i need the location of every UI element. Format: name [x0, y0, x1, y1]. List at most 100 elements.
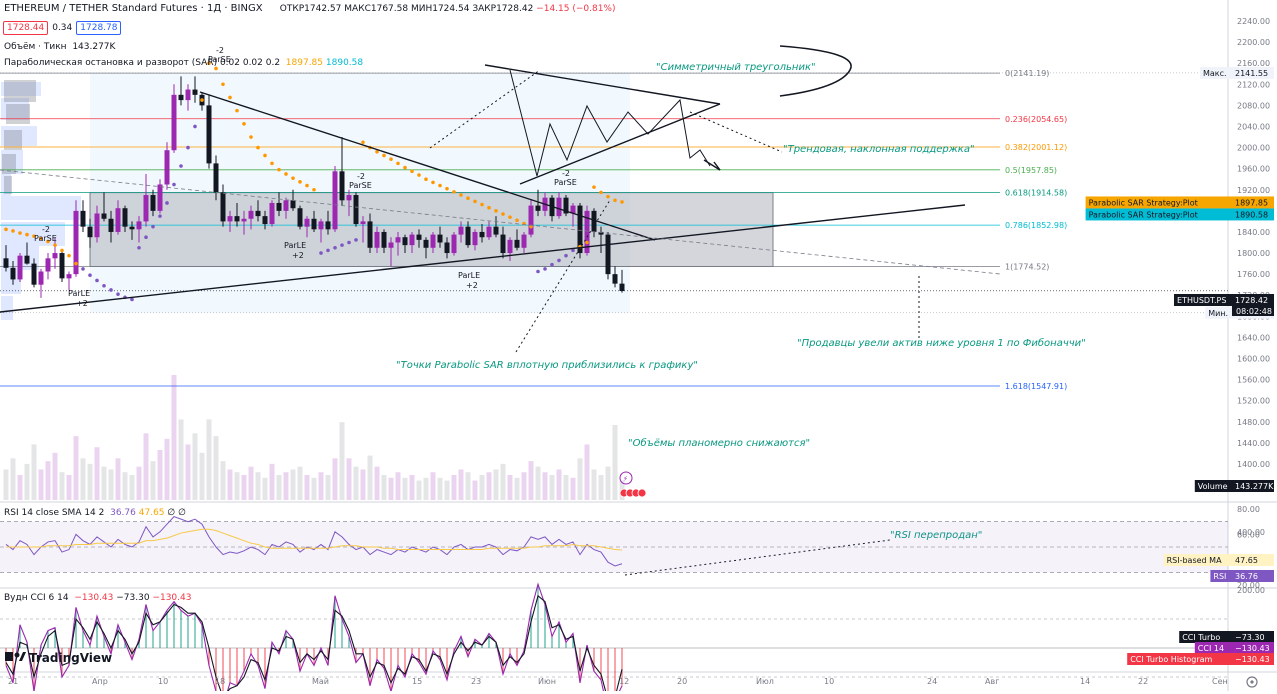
candle-body[interactable] — [500, 234, 506, 254]
candle-body[interactable] — [311, 218, 317, 230]
candle-body[interactable] — [227, 216, 233, 222]
candle-body[interactable] — [38, 271, 44, 285]
candle-body[interactable] — [353, 195, 359, 225]
candle-body[interactable] — [108, 218, 114, 232]
tradingview-logo[interactable]: TradingView — [5, 651, 112, 665]
candle-body[interactable] — [325, 221, 331, 230]
candle-body[interactable] — [213, 163, 219, 193]
candle-body[interactable] — [584, 210, 590, 254]
candle-body[interactable] — [318, 221, 324, 230]
candle-body[interactable] — [3, 258, 9, 268]
candle-body[interactable] — [185, 89, 191, 101]
candle-body[interactable] — [507, 239, 513, 254]
candle-body[interactable] — [346, 195, 352, 201]
candle-body[interactable] — [577, 205, 583, 254]
candle-body[interactable] — [521, 234, 527, 248]
candle-body[interactable] — [605, 234, 611, 275]
candle-body[interactable] — [157, 184, 163, 211]
candle-body[interactable] — [178, 94, 184, 101]
candle-body[interactable] — [367, 221, 373, 248]
triangle-lower-line[interactable] — [0, 204, 966, 313]
sar-indicator-legend[interactable]: Параболическая остановка и разворот (SAR… — [4, 58, 364, 68]
candle-body[interactable] — [570, 205, 576, 214]
candle-body[interactable] — [451, 234, 457, 254]
candle-body[interactable] — [136, 221, 142, 230]
candle-body[interactable] — [423, 239, 429, 248]
settings-gear-icon[interactable] — [1246, 676, 1258, 688]
candle-body[interactable] — [52, 253, 58, 259]
candle-body[interactable] — [283, 200, 289, 211]
candle-body[interactable] — [486, 226, 492, 238]
candle-body[interactable] — [304, 218, 310, 227]
symbol-title[interactable]: ETHEREUM / TETHER Standard Futures · 1Д … — [4, 3, 263, 14]
candle-body[interactable] — [94, 213, 100, 238]
candle-body[interactable] — [598, 231, 604, 235]
cci-line[interactable] — [5, 582, 623, 694]
candle-body[interactable] — [73, 210, 79, 275]
candle-body[interactable] — [150, 195, 156, 211]
candle-body[interactable] — [248, 210, 254, 219]
triangle-sketch-top[interactable] — [484, 64, 721, 105]
rsi-ma-line[interactable] — [6, 528, 623, 551]
candle-body[interactable] — [535, 205, 541, 211]
candle-body[interactable] — [402, 237, 408, 246]
candle-body[interactable] — [59, 253, 65, 279]
annotation-rsi-oversold[interactable]: "RSI перепродан" — [890, 530, 982, 541]
candle-body[interactable] — [591, 210, 597, 232]
candle-body[interactable] — [430, 234, 436, 248]
candle-body[interactable] — [101, 213, 107, 219]
triangle-curve[interactable] — [779, 45, 852, 97]
candle-body[interactable] — [472, 231, 478, 246]
candle-body[interactable] — [444, 242, 450, 254]
candle-body[interactable] — [479, 231, 485, 238]
zigzag-arrow-1[interactable] — [703, 159, 721, 171]
candle-body[interactable] — [164, 150, 170, 185]
candle-body[interactable] — [493, 226, 499, 235]
candle-body[interactable] — [241, 218, 247, 222]
candle-body[interactable] — [290, 200, 296, 209]
candle-body[interactable] — [339, 171, 345, 201]
candle-body[interactable] — [360, 221, 366, 225]
annotation-sellers[interactable]: "Продавцы увели актив ниже уровня 1 по Ф… — [797, 337, 1086, 349]
candle-body[interactable] — [528, 205, 534, 235]
candle-body[interactable] — [437, 234, 443, 243]
candle-body[interactable] — [143, 195, 149, 222]
triangle-sketch-bottom[interactable] — [519, 103, 721, 185]
candle-body[interactable] — [556, 197, 562, 217]
lightning-icon[interactable] — [619, 471, 633, 485]
candle-body[interactable] — [612, 274, 618, 284]
candle-body[interactable] — [220, 192, 226, 222]
candle-body[interactable] — [206, 105, 212, 164]
candle-body[interactable] — [276, 202, 282, 211]
event-flag-icon[interactable] — [637, 488, 647, 498]
pattern-zigzag[interactable] — [509, 69, 711, 177]
candle-body[interactable] — [66, 274, 72, 279]
candle-body[interactable] — [619, 283, 625, 292]
cci-turbo-line[interactable] — [5, 594, 623, 694]
candle-body[interactable] — [45, 258, 51, 272]
candle-body[interactable] — [255, 210, 261, 217]
candle-body[interactable] — [80, 210, 86, 227]
rsi-line[interactable] — [5, 516, 623, 567]
buy-price-button[interactable]: 1728.78 — [76, 21, 122, 35]
candle-body[interactable] — [563, 197, 569, 214]
candle-body[interactable] — [129, 226, 135, 230]
rsi-indicator-legend[interactable]: RSI 14 close SMA 14 2 36.76 47.65 ∅ ∅ — [4, 508, 186, 518]
candle-body[interactable] — [234, 216, 240, 222]
candle-body[interactable] — [374, 231, 380, 248]
candle-body[interactable] — [416, 234, 422, 240]
candle-body[interactable] — [388, 242, 394, 248]
candle-body[interactable] — [458, 226, 464, 235]
cci-indicator-legend[interactable]: Вудн CCI 6 14 −130.43 −73.30 −130.43 — [4, 593, 192, 603]
candle-body[interactable] — [395, 237, 401, 243]
annotation-triangle[interactable]: "Симметричный треугольник" — [656, 62, 816, 73]
dotted-line-3[interactable] — [689, 111, 783, 153]
candle-body[interactable] — [171, 94, 177, 151]
candle-body[interactable] — [262, 216, 268, 225]
candle-body[interactable] — [297, 208, 303, 227]
candle-body[interactable] — [87, 226, 93, 238]
candle-body[interactable] — [192, 89, 198, 95]
candle-body[interactable] — [409, 234, 415, 246]
